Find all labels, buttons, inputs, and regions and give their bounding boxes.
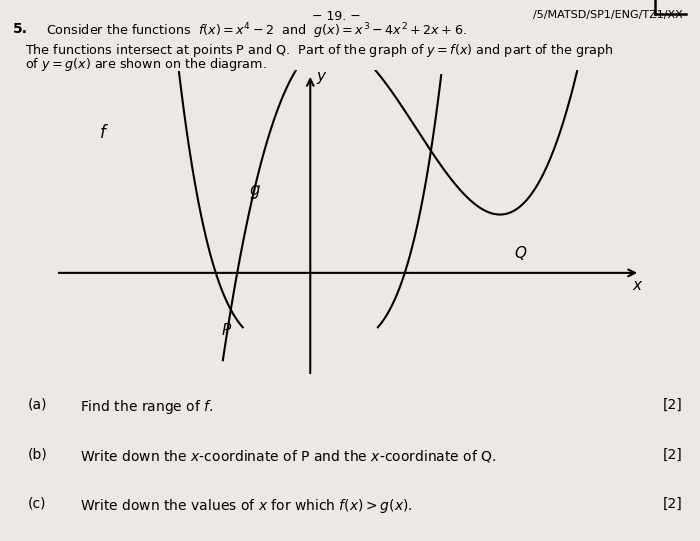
Text: [2]: [2] [663, 497, 682, 511]
Text: $g$: $g$ [248, 183, 260, 201]
Text: (b): (b) [28, 448, 48, 462]
Text: $f$: $f$ [99, 124, 108, 142]
Text: (c): (c) [28, 497, 46, 511]
Text: of $y = g(x)$ are shown on the diagram.: of $y = g(x)$ are shown on the diagram. [25, 56, 267, 73]
Text: $P$: $P$ [221, 322, 232, 338]
Text: $x$: $x$ [632, 278, 643, 293]
Text: $Q$: $Q$ [514, 243, 528, 262]
Text: Write down the $x$-coordinate of P and the $x$-coordinate of Q.: Write down the $x$-coordinate of P and t… [80, 448, 497, 464]
Text: [2]: [2] [663, 448, 682, 462]
Text: [2]: [2] [663, 398, 682, 412]
Text: (a): (a) [28, 398, 48, 412]
Text: Consider the functions  $f(x) = x^4 - 2$  and  $g(x) = x^3 - 4x^2 + 2x + 6.$: Consider the functions $f(x) = x^4 - 2$ … [46, 22, 466, 41]
Text: The functions intersect at points P and Q.  Part of the graph of $y = f(x)$ and : The functions intersect at points P and … [25, 42, 613, 58]
Text: Find the range of $f$.: Find the range of $f$. [80, 398, 214, 415]
Text: Write down the values of $x$ for which $f(x) > g(x)$.: Write down the values of $x$ for which $… [80, 497, 413, 514]
Text: 5.: 5. [13, 22, 27, 36]
Text: − 19. −: − 19. − [312, 10, 360, 23]
Text: /5/MATSD/SP1/ENG/TZ1/XX: /5/MATSD/SP1/ENG/TZ1/XX [533, 10, 682, 19]
Text: $y$: $y$ [316, 70, 328, 85]
